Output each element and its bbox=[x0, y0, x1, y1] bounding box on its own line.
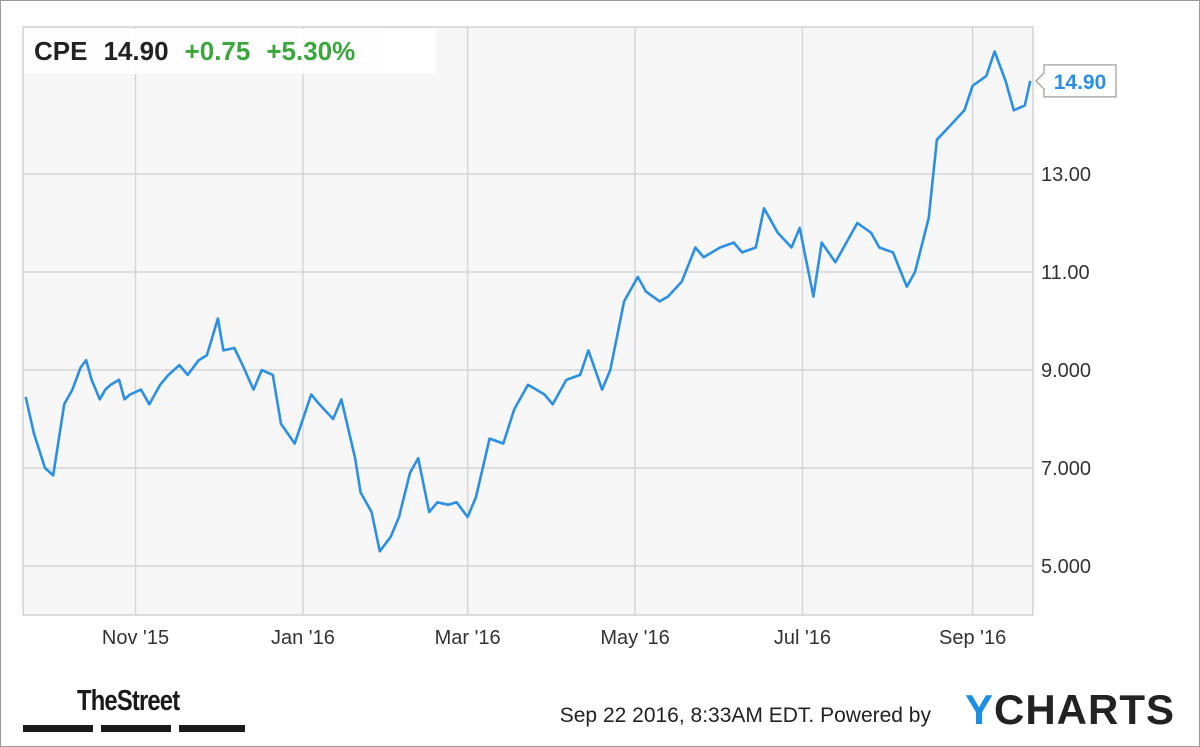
x-tick-label: May '16 bbox=[600, 627, 669, 649]
x-tick-label: Jan '16 bbox=[271, 627, 335, 649]
price-series bbox=[24, 50, 1032, 553]
powered-by-label: Powered by bbox=[820, 704, 931, 727]
logo-bar bbox=[23, 725, 93, 732]
last-price-callout: 14.90 bbox=[1035, 64, 1117, 98]
y-tick-label: 13.00 bbox=[1041, 164, 1091, 186]
callout-value: 14.90 bbox=[1054, 71, 1107, 94]
footer-stamp: Sep 22 2016, 8:33AM EDT. Powered by bbox=[560, 704, 931, 728]
ticker-price: 14.90 bbox=[103, 36, 169, 66]
timestamp: Sep 22 2016, 8:33AM EDT. bbox=[559, 704, 815, 727]
callout-joint bbox=[1043, 73, 1046, 88]
ticker-change: +0.75 bbox=[184, 36, 251, 66]
thestreet-logo: TheStreet bbox=[23, 685, 245, 735]
x-tick-label: Jul '16 bbox=[774, 627, 831, 649]
plot-background bbox=[22, 26, 1034, 616]
x-axis: Nov '15 Jan '16 Mar '16 May '16 Jul '16 Sep '… bbox=[102, 627, 1006, 649]
x-tick-label: Sep '16 bbox=[939, 627, 1006, 649]
ticker-symbol: CPE bbox=[34, 36, 88, 66]
callout-arrow bbox=[1035, 71, 1045, 91]
ycharts-logo-y: Y bbox=[964, 686, 994, 733]
y-tick-label: 11.00 bbox=[1041, 262, 1090, 284]
y-tick-label: 9.000 bbox=[1041, 360, 1091, 382]
x-tick-label: Nov '15 bbox=[102, 627, 169, 649]
thestreet-wordmark: TheStreet bbox=[77, 685, 180, 717]
logo-bar bbox=[179, 725, 245, 732]
logo-bar bbox=[101, 725, 171, 732]
ycharts-logo-text: CHARTS bbox=[994, 686, 1175, 733]
ycharts-logo: YCHARTS bbox=[965, 686, 1175, 734]
plot-area bbox=[22, 26, 1034, 616]
y-tick-label: 5.000 bbox=[1041, 556, 1091, 578]
x-tick-label: Mar '16 bbox=[435, 627, 501, 649]
y-tick-label: 7.000 bbox=[1041, 458, 1091, 480]
ticker-summary: CPE 14.90 +0.75 +5.30% bbox=[24, 29, 436, 74]
series-line bbox=[24, 50, 1032, 553]
ticker-change-percent: +5.30% bbox=[266, 36, 356, 66]
y-axis: 5.000 7.000 9.000 11.00 13.00 bbox=[1041, 164, 1091, 578]
callout-box bbox=[1043, 64, 1117, 98]
